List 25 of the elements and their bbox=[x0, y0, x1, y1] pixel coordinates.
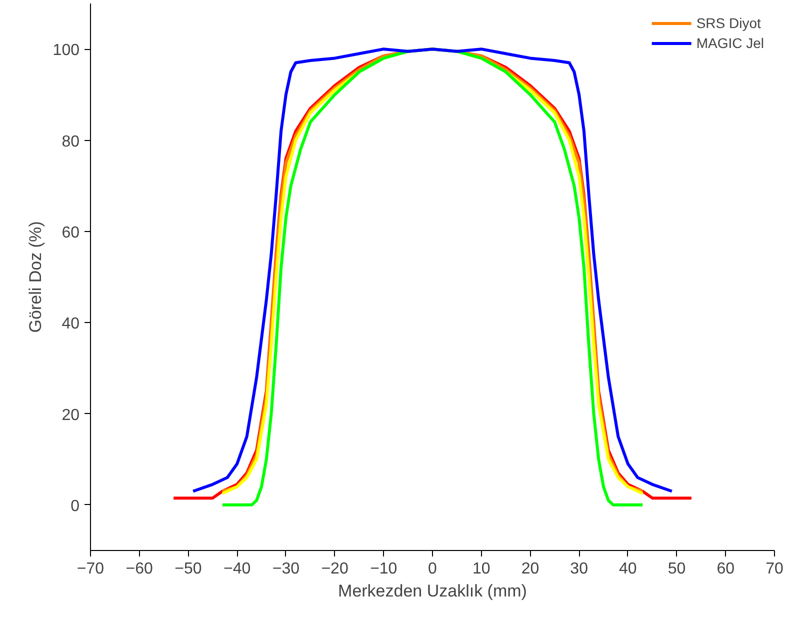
x-tick-label: 40 bbox=[619, 560, 637, 578]
y-tick-label: 60 bbox=[62, 224, 80, 242]
x-tick-label: 60 bbox=[716, 560, 735, 578]
y-tick-label: 80 bbox=[62, 133, 80, 150]
x-tick-label: −50 bbox=[174, 560, 202, 578]
y-tick-label: 20 bbox=[62, 406, 80, 424]
x-tick-label: −70 bbox=[76, 560, 104, 578]
x-tick-label: 70 bbox=[766, 560, 784, 578]
x-tick-label: 20 bbox=[521, 560, 540, 578]
x-tick-label: −10 bbox=[370, 560, 398, 578]
x-axis-title: Merkezden Uzaklık (mm) bbox=[338, 582, 527, 600]
y-tick-label: 40 bbox=[62, 316, 80, 333]
x-tick-label: −30 bbox=[272, 560, 300, 578]
y-tick-label: 0 bbox=[70, 498, 80, 515]
y-axis-title: Göreli Doz (%) bbox=[26, 221, 45, 333]
legend-label: SRS Diyot bbox=[696, 15, 761, 31]
x-tick-label: −60 bbox=[126, 560, 154, 578]
x-tick-label: 50 bbox=[668, 560, 686, 578]
y-tick-label: 100 bbox=[52, 42, 80, 60]
x-tick-label: 0 bbox=[428, 560, 438, 578]
legend-label: MAGIC Jel bbox=[696, 35, 764, 51]
x-tick-label: −20 bbox=[321, 560, 348, 578]
x-tick-label: 10 bbox=[472, 560, 490, 578]
x-tick-label: −40 bbox=[224, 560, 251, 578]
x-tick-label: 30 bbox=[570, 560, 588, 578]
